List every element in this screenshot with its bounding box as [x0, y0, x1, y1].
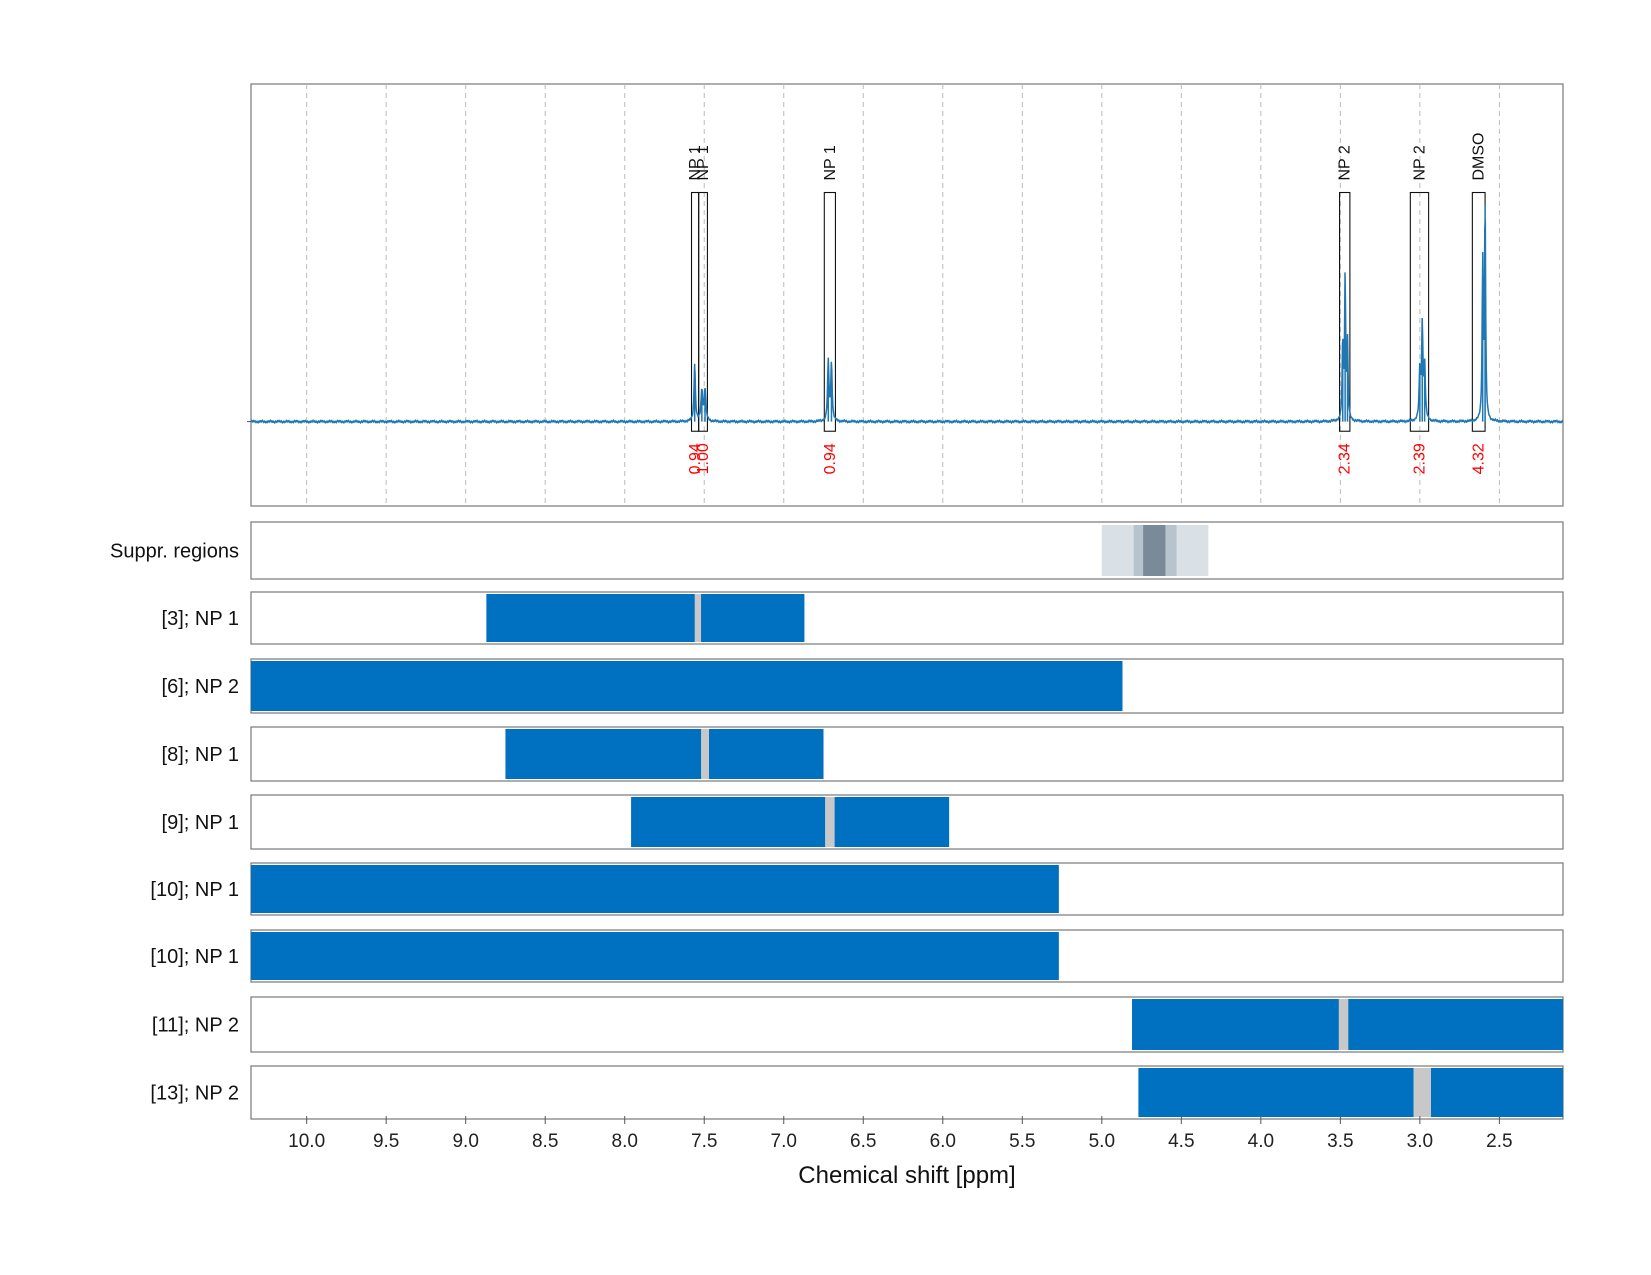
peak-label: NP 2	[1337, 145, 1354, 180]
integral-value: 0.94	[687, 443, 704, 474]
track-frame	[250, 726, 1564, 782]
track-range-bar	[1138, 1068, 1563, 1117]
x-tick-label: 8.5	[532, 1131, 558, 1152]
x-tick-label: 9.5	[373, 1131, 399, 1152]
x-tick-label: 5.0	[1089, 1131, 1115, 1152]
x-tick-label: 3.5	[1327, 1131, 1353, 1152]
track-range-bar	[631, 797, 950, 847]
region-tracks: Suppr. regions [3]; NP 1 [6]; NP 2 [8]; NP …	[110, 521, 1564, 1120]
track-label: [11]; NP 2	[152, 1015, 239, 1037]
spectrum-line	[250, 204, 1564, 425]
track-label: [8]; NP 1	[162, 744, 239, 766]
track-frame	[250, 591, 1564, 645]
track-gap	[701, 729, 710, 779]
track-row: [10]; NP 1	[150, 929, 1564, 983]
track-range-bar	[486, 594, 805, 642]
spectrum-frame	[250, 83, 1564, 507]
track-row: [13]; NP 2	[150, 1065, 1564, 1120]
x-tick-label: 3.0	[1407, 1131, 1433, 1152]
track-frame	[250, 521, 1564, 580]
track-range-bar	[251, 932, 1059, 980]
track-range-bar	[251, 661, 1123, 711]
x-tick-label: 9.0	[452, 1131, 478, 1152]
track-label: [9]; NP 1	[162, 812, 239, 834]
track-row: [9]; NP 1	[162, 794, 1564, 850]
integral-value: 1.00	[695, 443, 712, 474]
peak-label: NP 2	[1411, 145, 1428, 180]
spectrum-panel: NP 1 0.94 NP 1 1.00 NP 1 0.94 NP 2 2.34 NP 2 2.39…	[247, 83, 1564, 507]
peak-label: NP 1	[687, 145, 704, 180]
track-row: [6]; NP 2	[162, 658, 1564, 714]
x-tick-label: 4.5	[1168, 1131, 1194, 1152]
track-label: [3]; NP 1	[162, 608, 239, 630]
x-axis: 10.0 9.5 9.0 8.5 8.0 7.5 7.0 6.5 6.0 5.5 5.0 4.5 4.0…	[288, 1116, 1513, 1152]
x-axis-label: Chemical shift [ppm]	[798, 1162, 1015, 1189]
track-label: [10]; NP 1	[150, 946, 239, 968]
peak-region-box	[1409, 191, 1430, 432]
track-row: [11]; NP 2	[152, 996, 1564, 1053]
track-label: [13]; NP 2	[150, 1083, 239, 1105]
x-tick-label: 6.0	[930, 1131, 956, 1152]
track-range-bar	[505, 729, 824, 779]
integral-value: 2.34	[1337, 443, 1354, 474]
peak-region-box	[823, 191, 836, 432]
track-label: [10]; NP 1	[150, 879, 239, 901]
track-label: Suppr. regions	[110, 541, 239, 563]
x-tick-label: 5.5	[1009, 1131, 1035, 1152]
track-label: [6]; NP 2	[162, 676, 239, 698]
track-gap	[1338, 999, 1349, 1050]
integral-value: 2.39	[1411, 443, 1428, 474]
x-tick-label: 10.0	[288, 1131, 325, 1152]
track-row: [3]; NP 1	[162, 591, 1564, 645]
track-row: Suppr. regions	[110, 521, 1564, 580]
track-row: [10]; NP 1	[150, 862, 1564, 916]
suppression-band	[1143, 525, 1166, 576]
peak-region-box	[698, 191, 708, 432]
x-tick-label: 6.5	[850, 1131, 876, 1152]
peak-label: DMSO	[1471, 133, 1488, 181]
peak-region-box	[1339, 191, 1351, 432]
integral-value: 4.32	[1471, 443, 1488, 474]
x-tick-label: 8.0	[612, 1131, 638, 1152]
x-tick-label: 7.5	[691, 1131, 717, 1152]
x-tick-label: 7.0	[771, 1131, 797, 1152]
track-row: [8]; NP 1	[162, 726, 1564, 782]
track-gap	[825, 797, 835, 847]
track-gap	[694, 594, 702, 642]
integral-value: 0.94	[822, 443, 839, 474]
x-tick-label: 4.0	[1248, 1131, 1274, 1152]
peak-label: NP 1	[822, 145, 839, 180]
track-gap	[1413, 1068, 1432, 1117]
peak-label: NP 1	[695, 145, 712, 180]
x-tick-label: 2.5	[1486, 1131, 1512, 1152]
track-range-bar	[251, 865, 1059, 913]
